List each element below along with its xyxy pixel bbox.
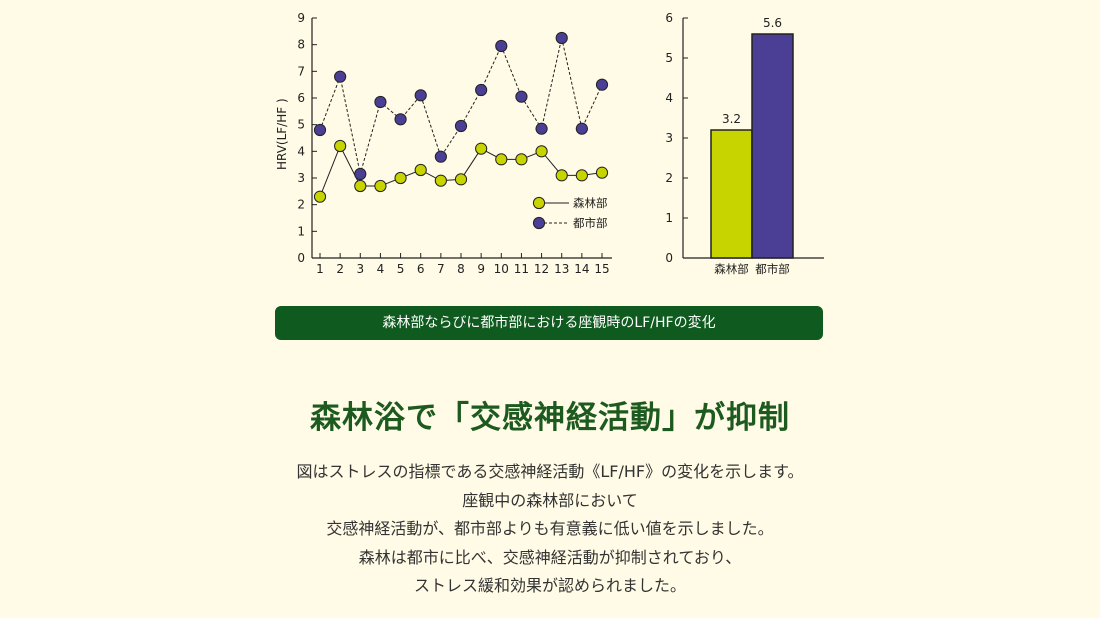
data-point-urban (575, 122, 588, 135)
data-point-urban (555, 31, 568, 45)
chart-caption: 森林部ならびに都市部における座観時のLF/HFの変化 (382, 315, 716, 331)
x-tick-label: 12 (534, 262, 549, 276)
x-tick-label: 4 (377, 262, 385, 276)
description-line: 交感神経活動が、都市部よりも有意義に低い値を示しました。 (326, 519, 774, 538)
bar-category-label: 森林部 (714, 262, 749, 276)
data-point-forest (555, 169, 568, 182)
x-tick-label: 8 (457, 262, 465, 276)
legend-label: 都市部 (573, 216, 608, 230)
line-chart-axes (311, 18, 612, 259)
x-tick-label: 2 (336, 262, 344, 276)
y-tick-label: 5 (297, 118, 305, 132)
data-point-urban (535, 122, 548, 135)
x-axis-ticks: 1 2 3 4 5 6 7 8 9 10 11 12 13 14 15 (316, 253, 610, 276)
data-point-urban (354, 167, 367, 181)
y-tick-label: 4 (297, 144, 305, 158)
data-point-forest (475, 142, 488, 155)
bar-chart-bars (710, 33, 794, 259)
data-point-forest (515, 153, 528, 166)
x-tick-label: 10 (494, 262, 509, 276)
data-point-urban (313, 123, 327, 137)
description-line: 森林は都市に比べ、交感神経活動が抑制されており、 (358, 547, 742, 567)
data-point-forest (414, 163, 427, 177)
y-tick-label: 3 (297, 171, 305, 185)
x-tick-label: 14 (574, 262, 589, 276)
description: 図はストレスの指標である交感神経活動《LF/HF》の変化を示します。 座観中の森… (0, 458, 1100, 601)
data-point-urban (475, 83, 488, 97)
bar-y-tick-label: 6 (665, 11, 673, 25)
description-line: 座観中の森林部において (462, 490, 638, 510)
y-tick-label: 1 (297, 224, 305, 238)
section-headline: 森林浴で「交感神経活動」が抑制 (310, 400, 790, 436)
bar-y-tick-label: 2 (665, 171, 673, 185)
bar-urban (751, 33, 794, 259)
description-line: 図はストレスの指標である交感神経活動《LF/HF》の変化を示します。 (296, 462, 804, 481)
legend-marker (532, 196, 546, 210)
x-tick-label: 5 (397, 262, 405, 276)
y-tick-label: 6 (297, 91, 305, 105)
bar-y-tick-label: 4 (665, 91, 673, 105)
bar-chart-labels: 3.2 森林部 5.6 都市部 (714, 16, 790, 276)
legend-marker (532, 216, 546, 230)
y-tick-label: 7 (297, 64, 305, 78)
data-point-urban (595, 78, 609, 91)
data-point-forest (354, 179, 367, 193)
data-point-forest (434, 174, 447, 187)
y-tick-label: 0 (297, 251, 305, 265)
y-axis-ticks: 0 1 2 3 4 5 6 7 8 9 (297, 11, 317, 265)
data-point-forest (535, 145, 548, 158)
bar-forest (710, 129, 753, 259)
data-point-urban (394, 113, 407, 126)
x-tick-label: 13 (554, 262, 569, 276)
data-point-forest (313, 190, 327, 203)
chart-caption-banner: 森林部ならびに都市部における座観時のLF/HFの変化 (275, 306, 823, 340)
data-point-urban (495, 39, 508, 53)
x-tick-label: 6 (417, 262, 425, 276)
bar-chart: 0 1 2 3 4 5 6 3.2 森林部 5.6 都市部 (665, 11, 824, 276)
x-tick-label: 11 (514, 262, 529, 276)
y-axis-label: HRV(LF/HF ) (275, 98, 289, 170)
x-tick-label: 9 (477, 262, 485, 276)
data-point-urban (334, 70, 347, 83)
bar-value-label: 3.2 (722, 112, 741, 126)
data-point-forest (454, 173, 468, 186)
x-tick-label: 15 (594, 262, 609, 276)
y-tick-label: 8 (297, 38, 305, 52)
bar-value-label: 5.6 (763, 16, 782, 30)
y-tick-label: 2 (297, 198, 305, 212)
x-tick-label: 1 (316, 262, 324, 276)
data-point-urban (374, 95, 387, 109)
bar-y-tick-label: 3 (665, 131, 673, 145)
data-point-urban (434, 150, 447, 163)
description-line: ストレス緩和効果が認められました。 (413, 576, 686, 595)
data-point-forest (374, 179, 387, 193)
bar-y-tick-label: 0 (665, 251, 673, 265)
data-point-forest (595, 166, 609, 179)
data-point-forest (495, 153, 508, 166)
data-point-forest (575, 169, 588, 182)
y-tick-label: 9 (297, 11, 305, 25)
data-point-urban (515, 90, 528, 103)
bar-y-tick-label: 1 (665, 211, 673, 225)
x-tick-label: 3 (356, 262, 364, 276)
data-point-urban (454, 119, 468, 133)
bar-y-axis-ticks: 0 1 2 3 4 5 6 (665, 11, 688, 265)
bar-category-label: 都市部 (755, 262, 790, 276)
data-point-forest (394, 171, 407, 185)
bar-y-tick-label: 5 (665, 51, 673, 65)
data-point-urban (414, 89, 427, 102)
legend-label: 森林部 (573, 196, 608, 210)
x-tick-label: 7 (437, 262, 445, 276)
line-chart-series (313, 31, 609, 203)
series-line-urban (319, 37, 603, 175)
data-point-forest (334, 139, 347, 153)
